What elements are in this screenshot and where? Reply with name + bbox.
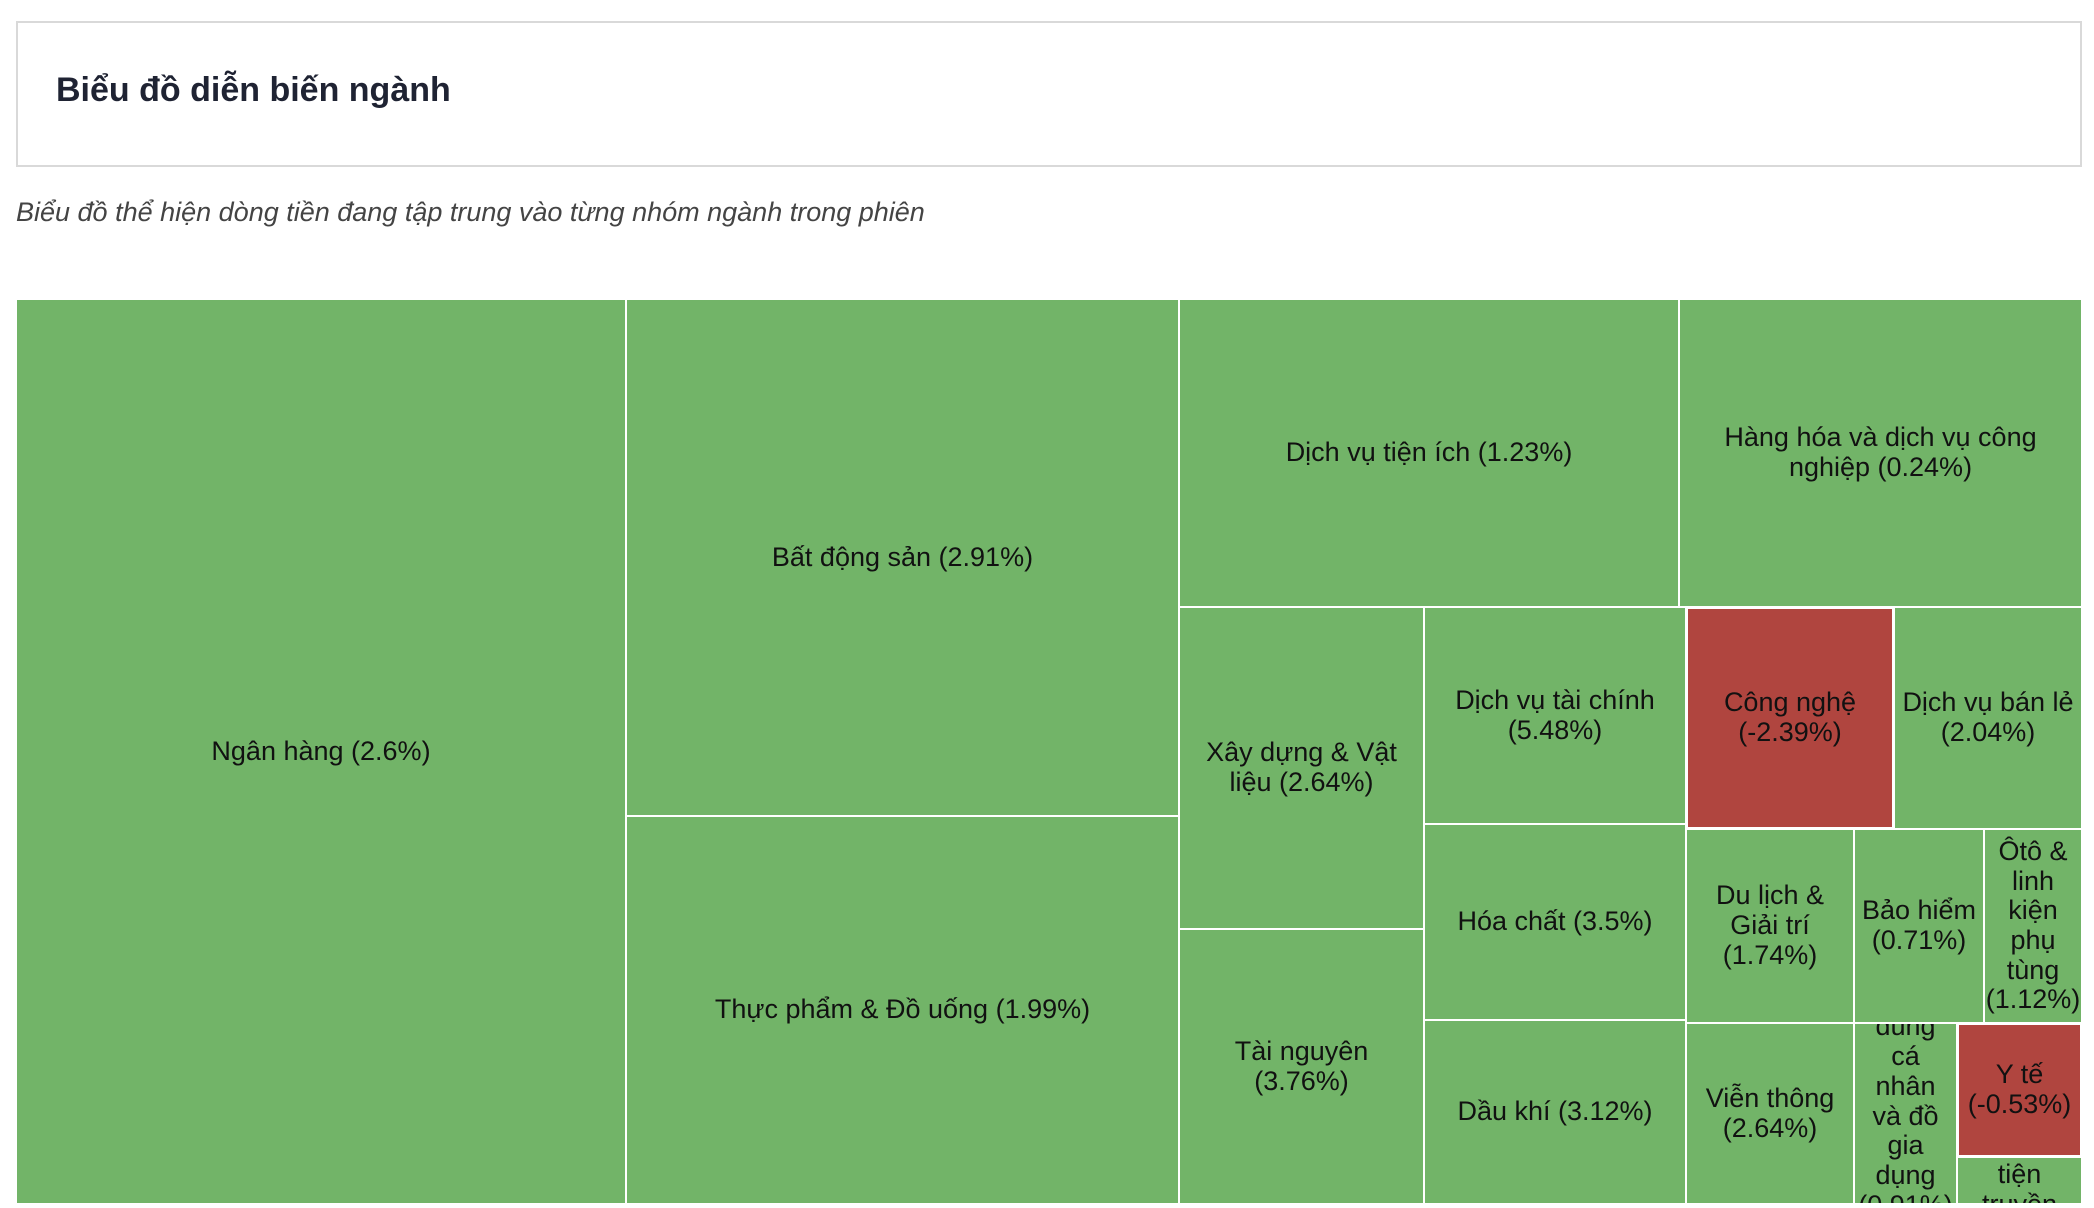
treemap-tile-label: Hàng hóa và dịch vụ công nghiệp (0.24%) bbox=[1724, 422, 2037, 482]
chart-card-header: Biểu đồ diễn biến ngành bbox=[16, 21, 2082, 167]
treemap-tile-label: Bảo hiểm (0.71%) bbox=[1861, 895, 1977, 955]
treemap-tile-hang-hoa-va-dich-vu-cong-nghiep[interactable]: Hàng hóa và dịch vụ công nghiệp (0.24%) bbox=[1679, 299, 2082, 607]
treemap-tile-phuong-tien-truyen-thong[interactable]: tiện truyền thông bbox=[1957, 1157, 2082, 1204]
treemap-tile-label: Ngân hàng (2.6%) bbox=[211, 735, 431, 766]
treemap-tile-ngan-hang[interactable]: Ngân hàng (2.6%) bbox=[16, 299, 626, 1204]
treemap-tile-cong-nghe[interactable]: Công nghệ (-2.39%) bbox=[1686, 607, 1894, 829]
treemap-tile-label: tiện truyền thông bbox=[1981, 1158, 2058, 1204]
treemap-tile-du-lich-giai-tri[interactable]: Du lịch & Giải trí (1.74%) bbox=[1686, 829, 1854, 1023]
treemap-tile-bat-dong-san[interactable]: Bất động sản (2.91%) bbox=[626, 299, 1179, 816]
treemap-tile-xay-dung-vat-lieu[interactable]: Xây dựng & Vật liệu (2.64%) bbox=[1179, 607, 1424, 929]
treemap-tile-label: Du lịch & Giải trí (1.74%) bbox=[1715, 880, 1825, 970]
treemap-tile-label: Tài nguyên (3.76%) bbox=[1234, 1035, 1369, 1096]
treemap-tile-dich-vu-ban-le[interactable]: Dịch vụ bán lẻ (2.04%) bbox=[1894, 607, 2082, 829]
treemap-tile-y-te[interactable]: Y tế (-0.53%) bbox=[1957, 1023, 2082, 1157]
treemap-tile-dich-vu-tai-chinh[interactable]: Dịch vụ tài chính (5.48%) bbox=[1424, 607, 1686, 824]
treemap-tile-label: Thực phẩm & Đồ uống (1.99%) bbox=[714, 994, 1091, 1025]
treemap-tile-label: Dịch vụ tiện ích (1.23%) bbox=[1285, 437, 1573, 468]
treemap-tile-label: Ôtô & linh kiện phụ tùng (1.12%) bbox=[1985, 835, 2081, 1015]
treemap-tile-label: Y tế (-0.53%) bbox=[1967, 1059, 2072, 1119]
treemap-tile-label: Dịch vụ tài chính (5.48%) bbox=[1455, 684, 1655, 745]
treemap-tile-tai-nguyen[interactable]: Tài nguyên (3.76%) bbox=[1179, 929, 1424, 1204]
treemap-tile-label: Đồ dùng cá nhân và đồ gia dụng (0.91%) bbox=[1858, 1023, 1953, 1203]
treemap-tile-dich-vu-tien-ich[interactable]: Dịch vụ tiện ích (1.23%) bbox=[1179, 299, 1679, 607]
treemap-tile-thuc-pham-do-uong[interactable]: Thực phẩm & Đồ uống (1.99%) bbox=[626, 816, 1179, 1204]
treemap-tile-do-dung-ca-nhan-va-do-gia-dung[interactable]: Đồ dùng cá nhân và đồ gia dụng (0.91%) bbox=[1854, 1023, 1957, 1204]
treemap-tile-label: Dầu khí (3.12%) bbox=[1457, 1096, 1653, 1127]
treemap-tile-label: Hóa chất (3.5%) bbox=[1457, 906, 1653, 937]
page-title: Biểu đồ diễn biến ngành bbox=[56, 71, 451, 109]
treemap-tile-hoa-chat[interactable]: Hóa chất (3.5%) bbox=[1424, 824, 1686, 1020]
treemap-tile-label: Xây dựng & Vật liệu (2.64%) bbox=[1206, 737, 1397, 797]
treemap-tile-label: Viễn thông (2.64%) bbox=[1705, 1082, 1835, 1143]
treemap-tile-oto-linh-kien-phu-tung[interactable]: Ôtô & linh kiện phụ tùng (1.12%) bbox=[1984, 829, 2082, 1023]
treemap-tile-dau-khi[interactable]: Dầu khí (3.12%) bbox=[1424, 1020, 1686, 1204]
treemap-tile-label: Công nghệ (-2.39%) bbox=[1723, 687, 1857, 747]
treemap-tile-vien-thong[interactable]: Viễn thông (2.64%) bbox=[1686, 1023, 1854, 1204]
treemap-tile-label: Dịch vụ bán lẻ (2.04%) bbox=[1902, 687, 2074, 747]
sector-treemap: Ngân hàng (2.6%) Bất động sản (2.91%) Thực… bbox=[16, 299, 2082, 1204]
chart-subtitle: Biểu đồ thể hiện dòng tiền đang tập trun… bbox=[16, 197, 925, 227]
treemap-tile-bao-hiem[interactable]: Bảo hiểm (0.71%) bbox=[1854, 829, 1984, 1023]
treemap-tile-label: Bất động sản (2.91%) bbox=[771, 541, 1034, 572]
